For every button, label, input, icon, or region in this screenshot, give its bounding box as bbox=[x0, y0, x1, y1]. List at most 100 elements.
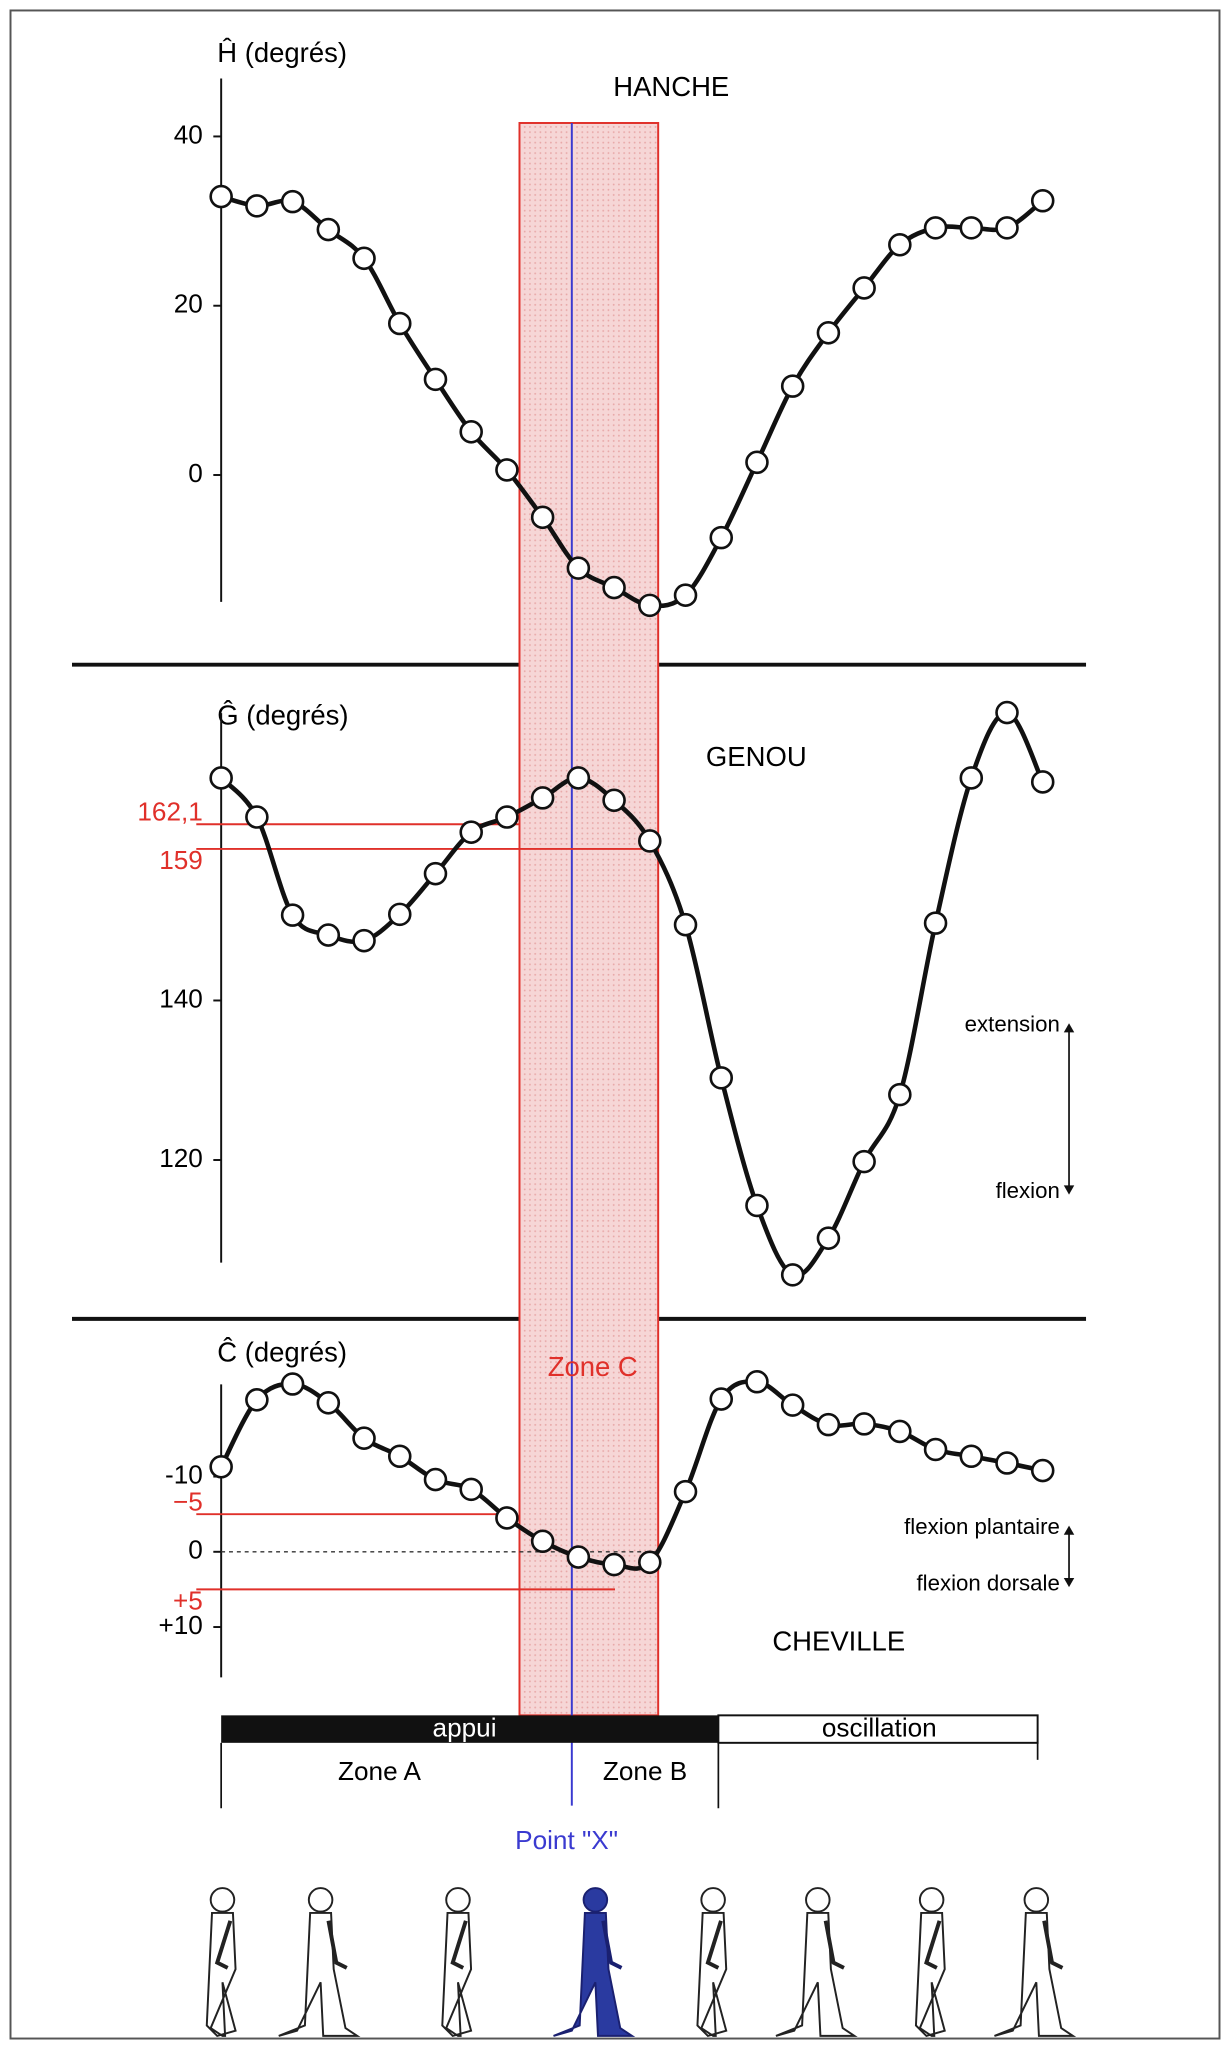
data-point bbox=[566, 556, 591, 580]
figure-body bbox=[994, 1911, 1077, 2037]
y-axis-label: Ĥ (degrés) bbox=[217, 37, 347, 68]
data-point bbox=[352, 246, 376, 271]
data-point bbox=[888, 233, 912, 257]
figure-head bbox=[209, 1887, 236, 1913]
data-point bbox=[709, 525, 734, 550]
phase-appui bbox=[221, 1715, 719, 1743]
data-point bbox=[459, 1477, 483, 1502]
annotation: extension bbox=[965, 1012, 1060, 1037]
data-point bbox=[280, 1372, 305, 1396]
data-point bbox=[745, 450, 769, 475]
y-axis-label: Ĉ (degrés) bbox=[217, 1336, 347, 1367]
data-point bbox=[209, 766, 233, 790]
data-point bbox=[209, 184, 233, 209]
data-point bbox=[1030, 770, 1055, 794]
data-point bbox=[816, 1412, 841, 1437]
figure-body bbox=[205, 1911, 237, 2038]
data-point bbox=[530, 1529, 555, 1554]
data-point bbox=[638, 593, 662, 618]
data-point bbox=[816, 321, 841, 345]
data-point bbox=[780, 1263, 805, 1287]
data-point bbox=[602, 575, 626, 600]
data-point bbox=[923, 1437, 948, 1462]
phase-label: appui bbox=[433, 1713, 497, 1743]
data-point bbox=[709, 1066, 734, 1090]
data-point bbox=[245, 194, 269, 218]
data-point bbox=[1030, 1458, 1055, 1483]
zone-label: Zone B bbox=[603, 1756, 687, 1786]
y-tick-label: +10 bbox=[158, 1610, 202, 1640]
data-point bbox=[423, 1467, 448, 1492]
zone-c bbox=[518, 122, 660, 1717]
figure-body bbox=[914, 1911, 946, 2038]
figure-body bbox=[553, 1911, 636, 2037]
walking-figures bbox=[205, 1887, 1077, 2038]
figure-head bbox=[307, 1887, 334, 1913]
y-tick-label: 20 bbox=[174, 289, 203, 319]
y-tick-label: 0 bbox=[188, 1535, 203, 1565]
data-point bbox=[245, 805, 269, 829]
data-point bbox=[352, 1426, 376, 1450]
figure-arm bbox=[924, 1920, 942, 1970]
data-point bbox=[387, 902, 412, 927]
figure-body bbox=[696, 1911, 728, 2038]
reference-label: 162,1 bbox=[137, 797, 202, 827]
data-point bbox=[566, 1545, 591, 1569]
reference-label: +5 bbox=[173, 1585, 203, 1615]
data-point bbox=[566, 766, 591, 790]
figure-body bbox=[441, 1911, 473, 2038]
data-point bbox=[673, 583, 698, 607]
data-point bbox=[852, 276, 876, 300]
data-point bbox=[638, 1550, 662, 1575]
frame bbox=[9, 9, 1221, 2040]
data-point bbox=[888, 1419, 912, 1444]
figure-arm bbox=[823, 1920, 845, 1970]
data-point bbox=[995, 216, 1019, 240]
chart-title: HANCHE bbox=[613, 71, 729, 102]
data-point bbox=[245, 1388, 269, 1412]
y-tick-label: -10 bbox=[165, 1459, 203, 1489]
annotation: flexion dorsale bbox=[916, 1570, 1059, 1595]
data-point bbox=[959, 216, 984, 240]
figure-arm bbox=[214, 1920, 233, 1970]
data-point bbox=[816, 1226, 841, 1250]
data-point bbox=[352, 928, 376, 953]
reference-label: −5 bbox=[173, 1487, 203, 1517]
zone-label: Zone A bbox=[338, 1756, 421, 1786]
figure-arm bbox=[705, 1920, 723, 1970]
reference-label: 159 bbox=[159, 845, 203, 875]
data-point bbox=[602, 788, 626, 813]
data-point bbox=[459, 420, 483, 444]
data-point bbox=[923, 911, 948, 935]
figure-body bbox=[775, 1911, 858, 2037]
data-point bbox=[1030, 188, 1055, 213]
data-point bbox=[495, 805, 519, 829]
data-point bbox=[959, 766, 984, 790]
y-axis-label: Ĝ (degrés) bbox=[217, 699, 348, 730]
data-point bbox=[387, 311, 412, 336]
arrow-head bbox=[1063, 1185, 1075, 1195]
data-point bbox=[638, 829, 662, 853]
phase-label: oscillation bbox=[822, 1713, 937, 1743]
data-point bbox=[745, 1369, 769, 1394]
annotation: flexion bbox=[996, 1178, 1060, 1203]
figure-arm bbox=[601, 1920, 623, 1970]
figure-head bbox=[445, 1887, 471, 1913]
data-point bbox=[995, 700, 1019, 725]
chart-title: CHEVILLE bbox=[772, 1626, 905, 1657]
data-point bbox=[780, 374, 805, 398]
data-point bbox=[530, 786, 555, 810]
y-tick-label: 140 bbox=[159, 983, 203, 1013]
data-point bbox=[209, 1455, 233, 1479]
data-point bbox=[780, 1393, 805, 1417]
y-tick-label: 40 bbox=[174, 119, 203, 149]
figure-arm bbox=[1042, 1920, 1064, 1970]
figure-head bbox=[918, 1887, 945, 1913]
data-point bbox=[602, 1552, 626, 1577]
data-point bbox=[888, 1082, 912, 1107]
data-point bbox=[423, 861, 448, 886]
zone-label: Zone C bbox=[548, 1351, 638, 1382]
figure-head bbox=[700, 1887, 726, 1913]
y-tick-label: 120 bbox=[159, 1143, 203, 1173]
